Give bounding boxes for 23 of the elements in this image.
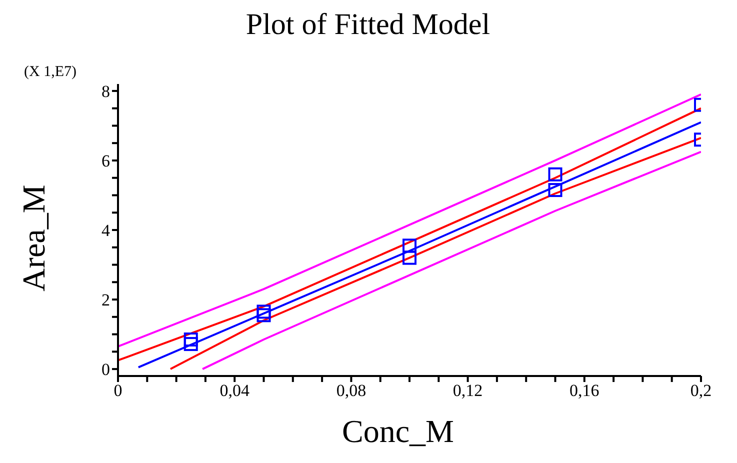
x-tick-label: 0,04 [220, 381, 250, 400]
x-tick-label: 0,16 [570, 381, 600, 400]
x-tick-label: 0 [114, 381, 122, 400]
chart-title: Plot of Fitted Model [244, 8, 492, 42]
x-tick-label: 0,12 [452, 381, 483, 400]
x-tick-label: 0,08 [336, 381, 366, 400]
x-tick-label: 0,2 [690, 381, 712, 400]
y-tick-label: 6 [102, 152, 110, 171]
x-axis-title: Conc_M [341, 413, 455, 450]
point [402, 238, 416, 253]
point [256, 308, 271, 322]
point [402, 250, 416, 265]
y-axis-title: Area_M [16, 184, 52, 292]
point [548, 183, 562, 198]
point [184, 337, 198, 352]
y-tick-label: 2 [102, 290, 110, 310]
point [548, 167, 562, 182]
y-tick-label: 4 [102, 221, 110, 240]
text: (X 1,E7) [24, 64, 76, 81]
y-tick-label: 0 [102, 360, 110, 380]
point [184, 332, 198, 346]
y-tick-label: 8 [102, 82, 110, 101]
point [256, 304, 271, 319]
